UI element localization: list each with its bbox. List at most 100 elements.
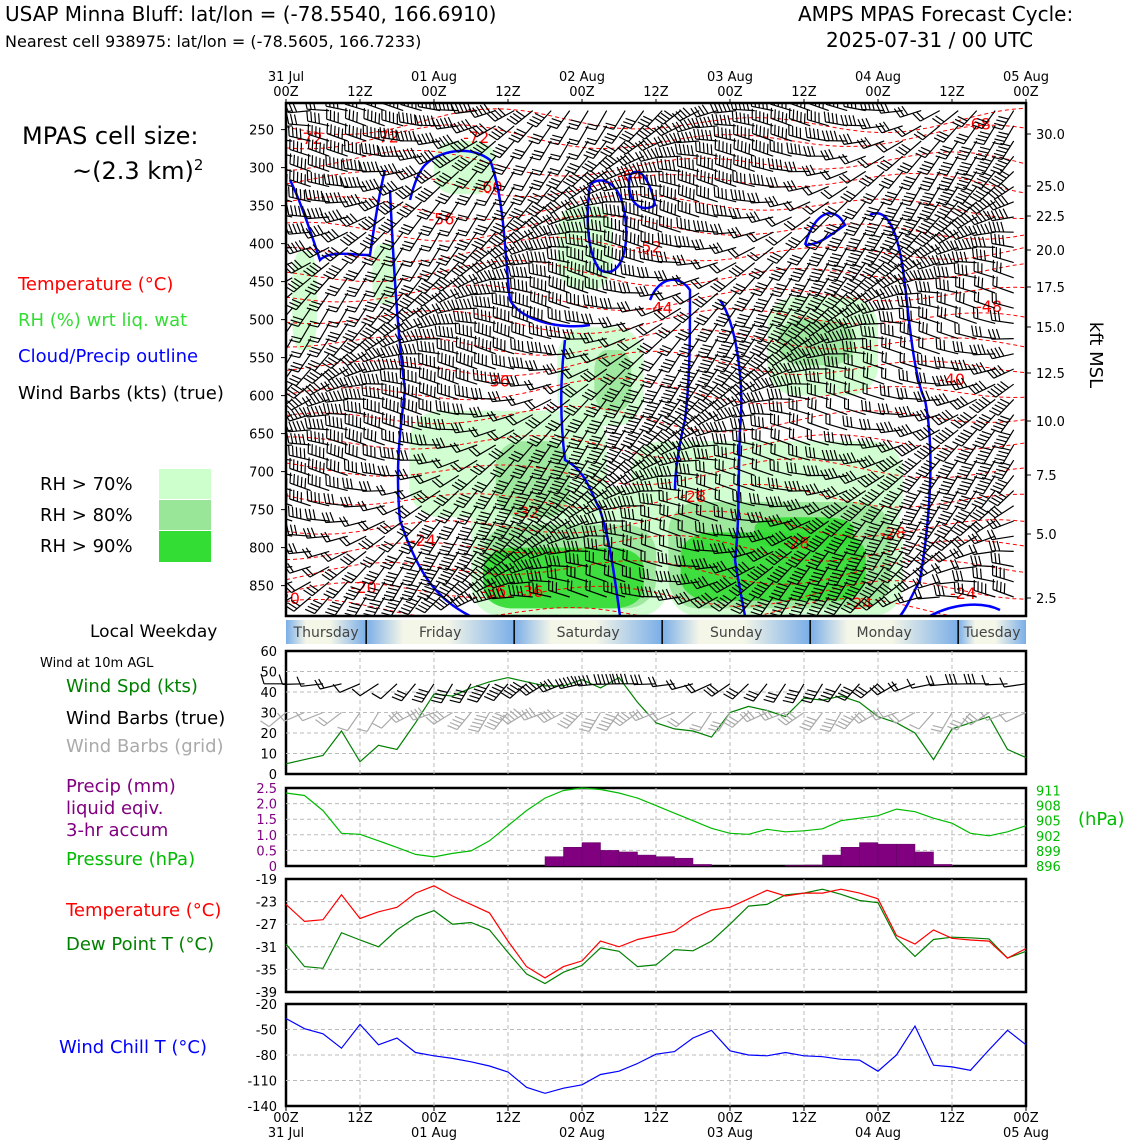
wind-barb <box>491 201 515 221</box>
wind-barb <box>357 178 385 192</box>
wind-barb <box>936 155 959 176</box>
wind-barb <box>414 328 441 340</box>
wind-barb <box>690 277 718 290</box>
wind-barb <box>621 245 644 264</box>
wind-tick-label: 30 <box>260 707 277 722</box>
wind-barb <box>918 505 941 526</box>
wind-barb <box>301 224 330 239</box>
wind-barb <box>413 132 441 146</box>
wind-barb <box>325 596 349 616</box>
wind-barb <box>399 551 423 571</box>
wind-barb <box>579 352 607 364</box>
wind-barb <box>415 277 441 295</box>
wind-barb <box>525 414 552 429</box>
wind-barb <box>371 683 398 700</box>
wind-barb <box>339 375 367 388</box>
wind-barb <box>743 683 768 702</box>
wind-barb <box>912 408 940 422</box>
legend-pressure: Pressure (hPa) <box>66 849 196 870</box>
wind-barb <box>585 110 608 131</box>
wind-barb <box>437 216 460 237</box>
wind-barb <box>936 321 959 340</box>
wind-barb <box>619 507 644 522</box>
wind-barb <box>323 173 348 188</box>
height-tick-label: 5.0 <box>1036 528 1057 543</box>
wind-barb <box>967 380 996 395</box>
legend-wind-barbs-true: Wind Barbs (true) <box>66 708 226 729</box>
legend-wind-barbs: Wind Barbs (kts) (true) <box>18 383 224 404</box>
wind-barb <box>691 557 718 570</box>
wind-barb <box>452 310 478 324</box>
wind-barb <box>728 366 756 385</box>
wind-barb <box>471 155 497 174</box>
wind-barb <box>722 712 749 728</box>
wind-barb <box>468 426 496 438</box>
wind-barb <box>394 165 422 181</box>
wind-barb <box>395 505 423 519</box>
top-hour-label: 12Z <box>347 85 373 100</box>
wind-barb <box>526 110 552 128</box>
wind-barb <box>913 268 940 281</box>
top-hour-label: 00Z <box>1013 85 1039 100</box>
wind-barb <box>727 226 755 239</box>
wind-barb <box>362 292 386 313</box>
wind-barb <box>696 184 718 203</box>
wind-barb <box>768 581 793 601</box>
wind-barb <box>344 277 367 298</box>
wind-barb <box>918 336 940 355</box>
wind-barb <box>857 274 885 292</box>
wind-barb <box>431 437 459 449</box>
wind-barb <box>768 323 793 342</box>
wind-barb <box>875 285 903 300</box>
wind-barb <box>487 268 515 281</box>
wind-barb <box>765 548 793 566</box>
wind-barb <box>640 504 663 522</box>
wind-barb <box>564 310 589 324</box>
wind-barb <box>508 584 533 598</box>
wind-barb <box>640 533 663 552</box>
temperature-contour <box>286 510 1026 537</box>
wind-barb <box>843 103 866 112</box>
wind-tick-label: 20 <box>260 727 277 742</box>
wind-barb <box>912 565 940 578</box>
wind-barb <box>690 576 718 590</box>
wind-barb <box>468 103 496 118</box>
wind-barb <box>968 544 996 556</box>
wind-barb <box>584 125 608 146</box>
wind-barb <box>747 351 774 370</box>
wind-barb <box>603 563 626 583</box>
wind-barb <box>622 399 645 420</box>
wind-barb <box>398 535 423 555</box>
wind-barb <box>433 418 459 431</box>
wind-barb <box>955 459 978 480</box>
wind-barb <box>326 457 348 476</box>
wind-barb <box>657 551 681 568</box>
wind-barb <box>806 277 830 298</box>
wind-barb <box>307 457 330 476</box>
wind-barb <box>305 353 330 372</box>
bottom-date-label: 02 Aug <box>559 1126 605 1140</box>
wind-barb <box>930 240 959 255</box>
wind-barb <box>788 427 811 446</box>
precip-right-tick-label: 902 <box>1036 830 1061 845</box>
wind-barb <box>491 353 515 370</box>
wind-barb <box>764 514 792 527</box>
wind-barb <box>714 488 737 507</box>
wind-barb <box>820 149 848 161</box>
wind-barb <box>320 377 348 392</box>
wind-barb <box>857 436 885 449</box>
precip-tick-label: 0 <box>269 860 277 875</box>
wind-barb <box>723 683 749 700</box>
wind-barb <box>488 548 515 566</box>
wind-barb <box>709 394 737 411</box>
wind-barb <box>850 711 879 724</box>
wind-barb <box>322 353 349 369</box>
wind-barb <box>990 552 1014 568</box>
top-date-label: 02 Aug <box>559 70 605 85</box>
wind-barb <box>917 201 941 221</box>
wind-barb <box>411 683 435 703</box>
wind-barb <box>326 292 349 313</box>
wind-barb <box>677 183 700 203</box>
wind-barb <box>878 310 903 324</box>
wind-barb <box>561 528 589 541</box>
